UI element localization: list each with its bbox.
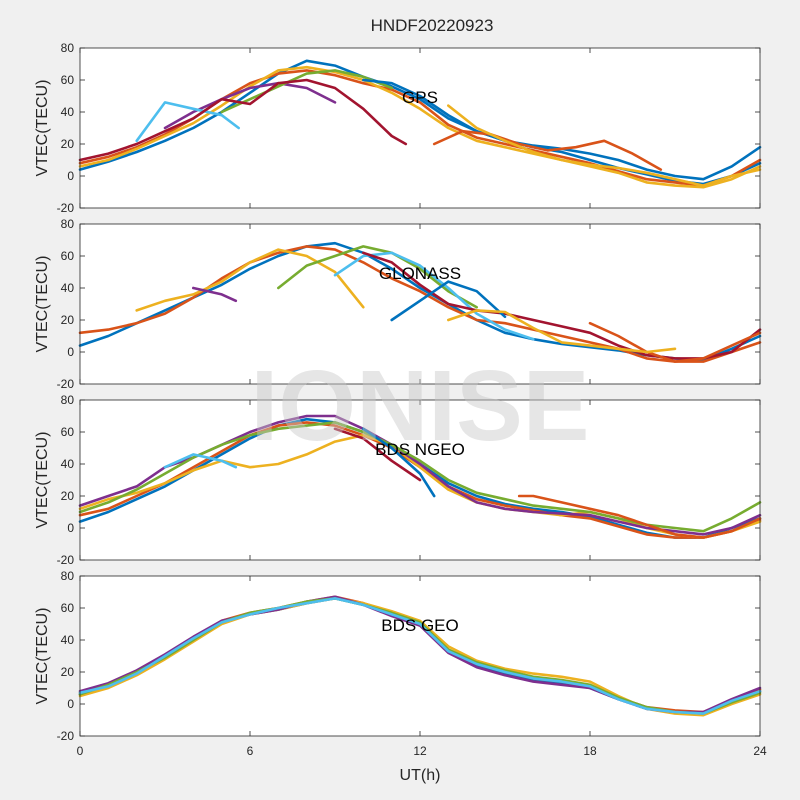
y-axis-label: VTEC(TECU) bbox=[34, 432, 51, 529]
panel-2: -20 0 20 40 60 80 VTEC(TECU) BDS NGEO bbox=[34, 393, 762, 567]
series-line bbox=[78, 597, 762, 715]
y-axis-label: VTEC(TECU) bbox=[34, 256, 51, 353]
series-line bbox=[277, 245, 478, 309]
watermark: IONISE bbox=[251, 350, 590, 462]
y-tick-label: -20 bbox=[57, 201, 75, 215]
y-tick-label: 20 bbox=[61, 489, 75, 503]
y-axis-label: VTEC(TECU) bbox=[34, 608, 51, 705]
y-tick-label: 0 bbox=[67, 521, 74, 535]
x-tick-label: 12 bbox=[413, 744, 427, 758]
x-tick-label: 0 bbox=[77, 744, 84, 758]
y-tick-label: 40 bbox=[61, 633, 75, 647]
y-tick-label: 0 bbox=[67, 169, 74, 183]
series-line bbox=[220, 69, 393, 114]
series-line bbox=[78, 78, 408, 162]
y-tick-label: 40 bbox=[61, 457, 75, 471]
y-tick-label: 0 bbox=[67, 697, 74, 711]
chart-title: HNDF20220923 bbox=[371, 16, 494, 35]
series-line bbox=[588, 321, 762, 363]
x-tick-label: 6 bbox=[247, 744, 254, 758]
series-line bbox=[78, 597, 762, 715]
series-line bbox=[447, 309, 677, 354]
y-tick-label: 60 bbox=[61, 249, 75, 263]
x-tick-label: 18 bbox=[583, 744, 597, 758]
y-tick-label: 20 bbox=[61, 665, 75, 679]
series-line bbox=[135, 101, 240, 143]
y-tick-label: 80 bbox=[61, 569, 75, 583]
y-tick-label: -20 bbox=[57, 377, 75, 391]
series-line bbox=[192, 286, 238, 303]
series-line bbox=[163, 81, 337, 130]
series-line bbox=[390, 280, 507, 322]
series-line bbox=[333, 427, 422, 482]
y-tick-label: 80 bbox=[61, 393, 75, 407]
y-tick-label: -20 bbox=[57, 729, 75, 743]
panel-label: GLONASS bbox=[379, 264, 461, 283]
y-tick-label: 60 bbox=[61, 425, 75, 439]
series-line bbox=[447, 104, 762, 187]
series-line bbox=[362, 427, 436, 498]
panel-label: BDS NGEO bbox=[375, 440, 465, 459]
panel-0: -20 0 20 40 60 80 VTEC(TECU) GPS bbox=[34, 41, 762, 215]
series-line bbox=[517, 494, 762, 539]
panel-label: BDS GEO bbox=[381, 616, 458, 635]
x-axis-label: UT(h) bbox=[400, 767, 441, 784]
y-tick-label: 40 bbox=[61, 281, 75, 295]
y-tick-label: -20 bbox=[57, 553, 75, 567]
x-tick-label: 24 bbox=[753, 744, 767, 758]
series-line bbox=[78, 65, 762, 189]
y-tick-label: 40 bbox=[61, 105, 75, 119]
y-axis-label: VTEC(TECU) bbox=[34, 80, 51, 177]
y-tick-label: 60 bbox=[61, 601, 75, 615]
y-tick-label: 80 bbox=[61, 41, 75, 55]
y-tick-label: 0 bbox=[67, 345, 74, 359]
panel-1: -20 0 20 40 60 80 VTEC(TECU) GLONASS bbox=[34, 217, 762, 391]
y-tick-label: 20 bbox=[61, 137, 75, 151]
panel-label: GPS bbox=[402, 88, 438, 107]
y-tick-label: 20 bbox=[61, 313, 75, 327]
series-line bbox=[135, 248, 365, 312]
series-line bbox=[78, 245, 762, 363]
series-line bbox=[432, 129, 663, 171]
y-tick-label: 60 bbox=[61, 73, 75, 87]
series-line bbox=[163, 453, 238, 469]
series-line bbox=[78, 59, 762, 186]
y-tick-label: 80 bbox=[61, 217, 75, 231]
